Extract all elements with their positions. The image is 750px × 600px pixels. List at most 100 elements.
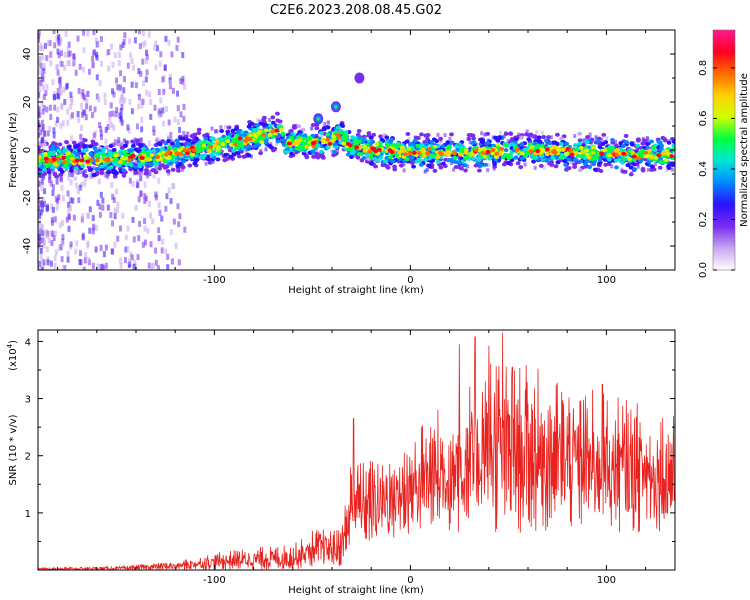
noise-cell [82, 47, 86, 54]
noise-cell [152, 262, 156, 269]
noise-cell [144, 58, 148, 65]
ridge-cell [289, 151, 294, 156]
ridge-cell [420, 147, 426, 152]
ridge-cell [69, 168, 74, 173]
noise-cell [50, 219, 54, 226]
noise-cell [58, 82, 62, 89]
ridge-cell [622, 157, 627, 162]
ridge-cell [155, 155, 160, 160]
noise-cell [110, 181, 114, 188]
noise-cell [66, 250, 70, 257]
ridge-cell [228, 145, 234, 150]
noise-cell [85, 103, 89, 110]
noise-cell [126, 124, 130, 131]
noise-cell [183, 226, 187, 233]
noise-cell [40, 100, 44, 107]
noise-cell [56, 69, 60, 76]
noise-cell [38, 106, 41, 113]
noise-cell [87, 213, 91, 220]
noise-cell [128, 98, 132, 105]
noise-cell [45, 55, 49, 62]
noise-cell [70, 171, 74, 178]
noise-cell [38, 119, 40, 126]
noise-cell [60, 241, 64, 248]
noise-cell [66, 256, 70, 263]
ridge-cell [235, 145, 241, 150]
noise-cell [101, 204, 105, 211]
spectrogram-xlabel: Height of straight line (km) [288, 285, 424, 296]
ridge-cell [214, 139, 220, 144]
ridge-cell [590, 150, 596, 155]
noise-cell [42, 94, 46, 101]
noise-cell [66, 46, 70, 53]
ridge-cell [387, 148, 393, 153]
ridge-cell [65, 151, 71, 156]
noise-cell [153, 44, 157, 51]
noise-cell [438, 143, 442, 148]
ridge-cell [186, 142, 192, 147]
ridge-cell [371, 132, 377, 137]
noise-cell [99, 130, 103, 137]
noise-cell [128, 177, 132, 184]
noise-cell [67, 225, 71, 232]
noise-cell [146, 172, 150, 179]
snr-frame [37, 329, 676, 571]
noise-cell [110, 122, 114, 129]
noise-cell [68, 60, 72, 67]
ridge-cell [564, 141, 570, 146]
ridge-cell [357, 135, 363, 140]
ridge-cell [178, 152, 184, 157]
ridge-cell [640, 141, 646, 146]
ridge-cell [627, 156, 632, 161]
noise-cell [41, 84, 45, 91]
noise-cell [107, 49, 111, 56]
noise-cell [119, 108, 123, 115]
ridge-cell [133, 170, 139, 175]
ridge-cell [174, 151, 180, 156]
ridge-cell [345, 141, 351, 146]
ridge-cell [207, 160, 213, 165]
ridge-cell [160, 146, 165, 151]
noise-cell [402, 168, 406, 173]
noise-cell [61, 219, 65, 226]
ridge-cell [143, 171, 149, 176]
noise-cell [517, 132, 521, 137]
noise-cell [59, 244, 63, 251]
ridge-cell [535, 143, 541, 148]
noise-cell [72, 60, 76, 67]
noise-cell [163, 64, 167, 71]
noise-cell [38, 233, 42, 240]
noise-cell [82, 30, 86, 36]
noise-cell [158, 209, 162, 216]
noise-cell [588, 132, 592, 137]
ridge-cell [205, 156, 211, 161]
noise-cell [83, 94, 87, 101]
noise-cell [535, 130, 539, 135]
ridge-cell [642, 138, 647, 143]
noise-cell [610, 164, 614, 169]
noise-cell [99, 36, 103, 43]
y-tick-label: -20 [22, 190, 33, 206]
noise-cell [126, 245, 130, 252]
noise-cell [136, 254, 140, 261]
ridge-cell [223, 152, 228, 157]
y-tick-label: 4 [25, 337, 31, 348]
noise-cell [268, 118, 272, 123]
noise-cell [169, 198, 173, 205]
noise-cell [55, 178, 59, 185]
noise-cell [168, 73, 172, 80]
ridge-cell [572, 164, 577, 169]
ridge-cell [270, 120, 276, 125]
noise-cell [45, 83, 49, 90]
ridge-cell [296, 124, 302, 129]
noise-cell [139, 191, 143, 198]
ridge-cell [618, 141, 624, 146]
noise-cell [94, 37, 98, 44]
ridge-cell [335, 125, 341, 130]
ridge-cell [112, 161, 118, 166]
noise-cell [38, 45, 42, 52]
noise-cell [45, 106, 49, 113]
ridge-cell [671, 139, 675, 144]
ridge-cell [117, 159, 123, 164]
ridge-cell [225, 139, 231, 144]
